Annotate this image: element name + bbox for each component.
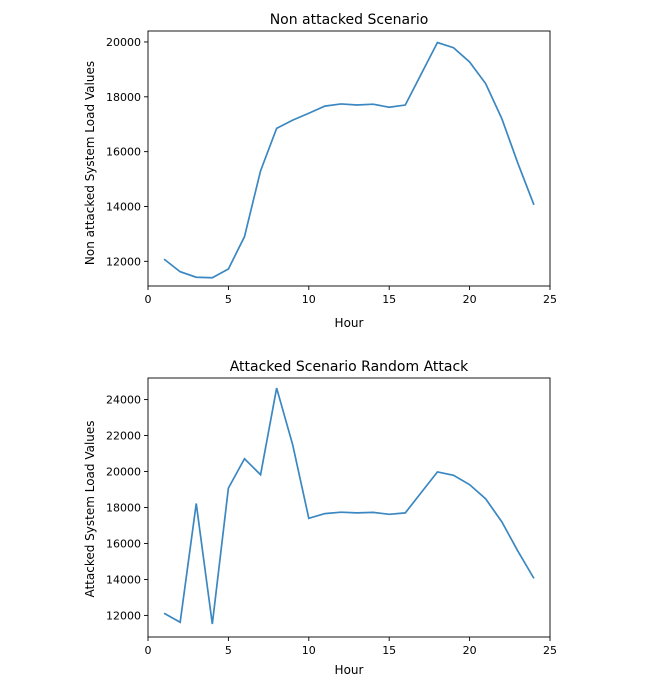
x-tick-label: 15 bbox=[382, 293, 396, 306]
y-tick-label: 22000 bbox=[106, 430, 141, 443]
y-tick-label: 16000 bbox=[106, 537, 141, 550]
chart-attacked-random: Attacked Scenario Random Attack Hour Att… bbox=[83, 359, 557, 677]
y-tick-label: 16000 bbox=[106, 146, 141, 159]
x-tick-label: 25 bbox=[543, 644, 557, 657]
chart-title: Non attacked Scenario bbox=[270, 12, 429, 28]
plot-frame bbox=[147, 30, 551, 287]
x-axis-label: Hour bbox=[335, 316, 364, 330]
ticks: 0 5 10 15 20 25 12000 14000 16000 18000 20000 bbox=[106, 36, 557, 306]
y-tick-label: 12000 bbox=[106, 609, 141, 622]
x-tick-label: 25 bbox=[543, 293, 557, 306]
x-tick-label: 0 bbox=[145, 293, 152, 306]
x-tick-label: 5 bbox=[225, 644, 232, 657]
y-axis-label: Non attacked System Load Values bbox=[83, 61, 97, 265]
x-tick-label: 10 bbox=[302, 293, 316, 306]
y-tick-label: 18000 bbox=[106, 502, 141, 515]
x-tick-label: 0 bbox=[145, 644, 152, 657]
chart-non-attacked: Non attacked Scenario Hour Non attacked … bbox=[83, 12, 557, 330]
y-axis-label: Attacked System Load Values bbox=[83, 420, 97, 597]
y-tick-label: 14000 bbox=[106, 573, 141, 586]
y-tick-label: 14000 bbox=[106, 200, 141, 213]
series-line bbox=[163, 387, 535, 625]
y-tick-label: 20000 bbox=[106, 466, 141, 479]
x-tick-label: 5 bbox=[225, 293, 232, 306]
chart-title: Attacked Scenario Random Attack bbox=[230, 359, 469, 375]
plot-frame bbox=[147, 377, 551, 638]
ticks: 0 5 10 15 20 25 12000 14000 16000 18000 20000 22000… bbox=[106, 394, 557, 657]
x-tick-label: 10 bbox=[302, 644, 316, 657]
x-tick-label: 15 bbox=[382, 644, 396, 657]
y-tick-label: 12000 bbox=[106, 255, 141, 268]
y-tick-label: 20000 bbox=[106, 36, 141, 49]
y-tick-label: 18000 bbox=[106, 91, 141, 104]
series-line bbox=[163, 41, 535, 279]
x-axis-label: Hour bbox=[335, 663, 364, 677]
y-tick-label: 24000 bbox=[106, 394, 141, 407]
x-tick-label: 20 bbox=[463, 644, 477, 657]
x-tick-label: 20 bbox=[463, 293, 477, 306]
